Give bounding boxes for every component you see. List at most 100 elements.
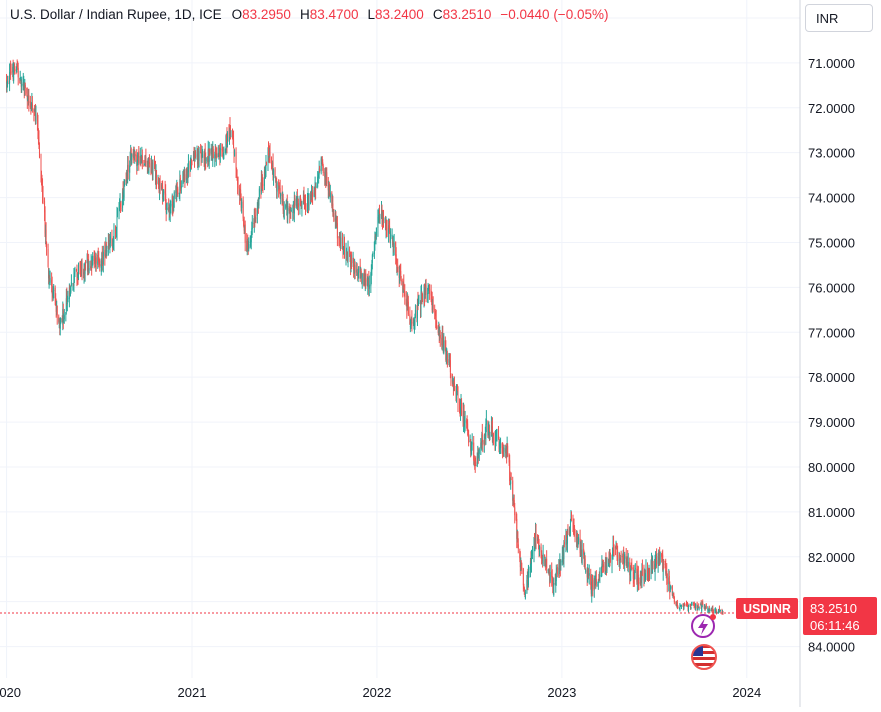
candle-body <box>154 165 156 169</box>
candle-body <box>253 222 255 224</box>
candle-body <box>364 277 366 287</box>
candle-body <box>48 275 50 280</box>
candle-body <box>413 323 415 325</box>
candle-body <box>76 269 78 278</box>
candle-body <box>77 275 79 277</box>
candle-body <box>453 382 455 388</box>
candle-body <box>354 264 356 272</box>
candle-body <box>340 237 342 245</box>
candle-body <box>626 557 628 568</box>
candle-body <box>327 185 329 191</box>
candle-body <box>66 303 68 305</box>
candle-body <box>331 202 333 206</box>
candle-body <box>87 260 89 272</box>
candle-body <box>717 609 719 613</box>
candle-body <box>563 541 565 545</box>
lightning-icon[interactable] <box>691 614 716 638</box>
candle-body <box>106 249 108 253</box>
candle-body <box>361 274 363 284</box>
candle-body <box>382 213 384 221</box>
candle-body <box>520 562 522 567</box>
candle-body <box>350 252 352 267</box>
candle-body <box>690 606 692 609</box>
candle-body <box>524 595 526 597</box>
candle-body <box>235 152 237 170</box>
candle-body <box>444 340 446 351</box>
candle-body <box>626 559 628 567</box>
candle-body <box>384 219 386 221</box>
candle-body <box>205 157 207 162</box>
candle-body <box>177 188 179 194</box>
candle-body <box>716 611 718 613</box>
candle-body <box>48 267 50 279</box>
candle-body <box>562 546 564 558</box>
candle-body <box>321 156 323 159</box>
candle-body <box>502 449 504 451</box>
candle-body <box>61 318 63 323</box>
candle-body <box>683 604 685 609</box>
candle-body <box>19 78 21 80</box>
candle-body <box>615 541 617 548</box>
candle-body <box>456 387 458 390</box>
candle-body <box>700 603 702 606</box>
candle-body <box>407 297 409 304</box>
candle-body <box>26 94 28 100</box>
candle-body <box>460 401 462 410</box>
candle-body <box>224 148 226 153</box>
candle-body <box>204 150 206 163</box>
candle-body <box>302 194 304 202</box>
candle-body <box>513 500 515 508</box>
candle-body <box>254 218 256 221</box>
candle-body <box>261 177 263 183</box>
candle-body <box>503 447 505 452</box>
candle-body <box>207 156 209 163</box>
candle-body <box>519 559 521 568</box>
candle-body <box>707 609 709 611</box>
candle-body <box>481 434 483 443</box>
price-axis[interactable]: 70.000071.000072.000073.000074.000075.00… <box>808 11 855 655</box>
candle-body <box>30 104 32 108</box>
currency-button[interactable]: INR <box>805 4 873 32</box>
candle-body <box>279 189 281 191</box>
candle-body <box>15 69 17 71</box>
candle-body <box>49 278 51 283</box>
candle-body <box>616 543 618 546</box>
candle-body <box>469 440 471 443</box>
candle-body <box>370 273 372 287</box>
countdown-value: 06:11:46 <box>810 618 860 633</box>
candle-body <box>179 177 181 186</box>
candle-body <box>602 564 604 568</box>
candle-body <box>530 558 532 563</box>
candle-body <box>365 278 367 282</box>
candle-body <box>385 221 387 231</box>
candle-body <box>561 555 563 563</box>
candle-body <box>463 410 465 426</box>
us-flag-icon[interactable] <box>691 644 717 670</box>
candle-body <box>70 282 72 286</box>
candle-body <box>166 208 168 210</box>
candle-body <box>17 65 19 68</box>
candle-body <box>693 602 695 605</box>
candle-body <box>237 179 239 185</box>
candle-body <box>453 382 455 391</box>
price-tick-label: 84.0000 <box>808 640 855 655</box>
candle-body <box>598 577 600 579</box>
candle-body <box>234 150 236 157</box>
candle-body <box>152 162 154 175</box>
candle-body <box>694 603 696 608</box>
candle-body <box>218 153 220 155</box>
candle-body <box>643 567 645 582</box>
candle-body <box>558 567 560 576</box>
candle-body <box>285 206 287 208</box>
candle-body <box>183 176 185 178</box>
candle-body <box>705 605 707 609</box>
candle-body <box>225 135 227 151</box>
candle-body <box>468 436 470 443</box>
candle-body <box>347 248 349 261</box>
candle-body <box>343 242 345 258</box>
candle-body <box>450 374 452 378</box>
